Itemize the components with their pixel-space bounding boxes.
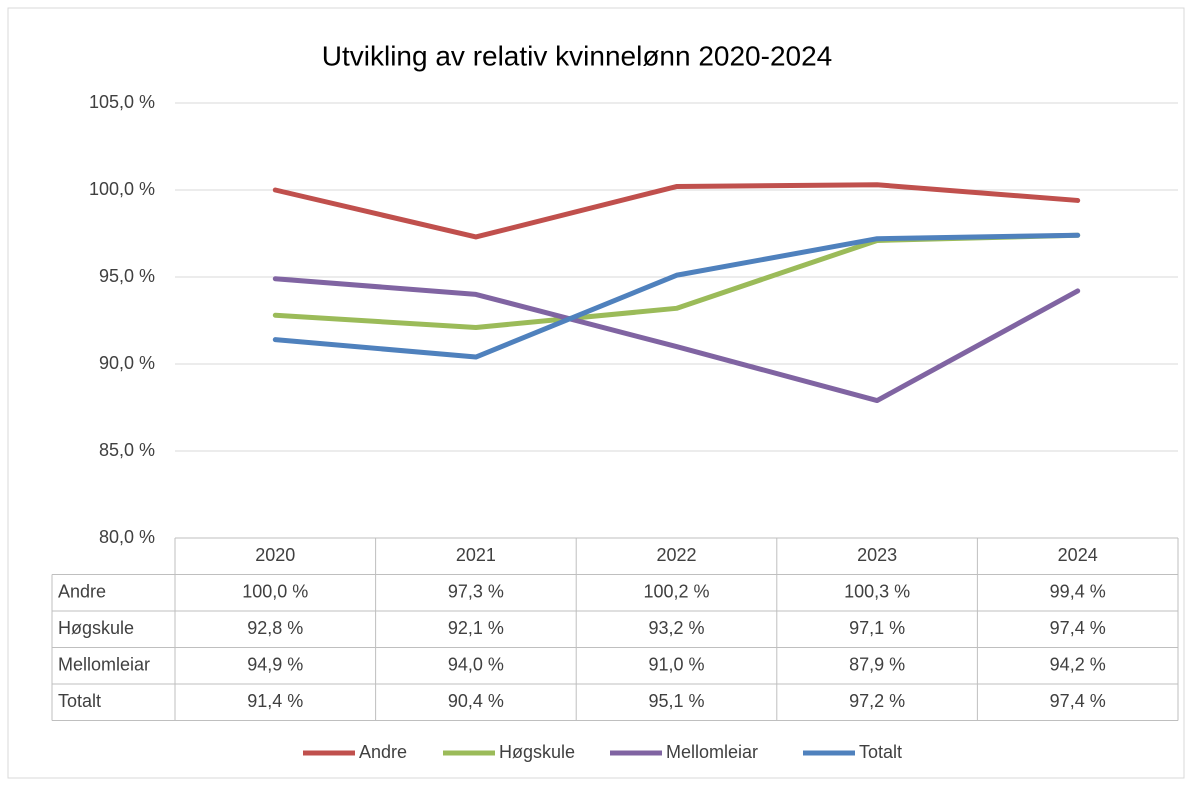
- table-row-label: Totalt: [58, 691, 101, 711]
- table-cell: 87,9 %: [849, 655, 905, 675]
- legend-label: Andre: [359, 742, 407, 762]
- series-line: [272, 182, 1081, 240]
- y-tick-label: 100,0 %: [89, 179, 155, 199]
- legend-label: Mellomleiar: [666, 742, 758, 762]
- y-tick-label: 80,0 %: [99, 527, 155, 547]
- table-row-label: Høgskule: [58, 618, 134, 638]
- y-tick-label: 85,0 %: [99, 440, 155, 460]
- table-cell: 91,0 %: [648, 655, 704, 675]
- table-cell: 93,2 %: [648, 618, 704, 638]
- table-cell: 92,1 %: [448, 618, 504, 638]
- legend-label: Høgskule: [499, 742, 575, 762]
- x-tick-label: 2023: [857, 545, 897, 565]
- table-cell: 91,4 %: [247, 691, 303, 711]
- table-row-label: Mellomleiar: [58, 655, 150, 675]
- chart-border: [7, 7, 1185, 779]
- y-tick-label: 90,0 %: [99, 353, 155, 373]
- table-cell: 94,0 %: [448, 655, 504, 675]
- table-cell: 94,2 %: [1050, 655, 1106, 675]
- table-cell: 99,4 %: [1050, 582, 1106, 602]
- x-tick-label: 2024: [1058, 545, 1098, 565]
- table-row-label: Andre: [58, 582, 106, 602]
- table-cell: 97,4 %: [1050, 618, 1106, 638]
- series-line: [272, 276, 1081, 404]
- table-cell: 92,8 %: [247, 618, 303, 638]
- y-tick-label: 105,0 %: [89, 92, 155, 112]
- x-tick-label: 2021: [456, 545, 496, 565]
- table-cell: 100,0 %: [242, 582, 308, 602]
- table-cell: 95,1 %: [648, 691, 704, 711]
- chart-title: Utvikling av relativ kvinnelønn 2020-202…: [322, 40, 833, 71]
- table-cell: 94,9 %: [247, 655, 303, 675]
- y-tick-label: 95,0 %: [99, 266, 155, 286]
- x-tick-label: 2022: [656, 545, 696, 565]
- table-cell: 97,1 %: [849, 618, 905, 638]
- table-cell: 97,2 %: [849, 691, 905, 711]
- table-cell: 97,4 %: [1050, 691, 1106, 711]
- table-cell: 100,3 %: [844, 582, 910, 602]
- series-line: [272, 232, 1081, 360]
- table-cell: 100,2 %: [643, 582, 709, 602]
- table-cell: 97,3 %: [448, 582, 504, 602]
- legend-label: Totalt: [859, 742, 902, 762]
- x-tick-label: 2020: [255, 545, 295, 565]
- table-cell: 90,4 %: [448, 691, 504, 711]
